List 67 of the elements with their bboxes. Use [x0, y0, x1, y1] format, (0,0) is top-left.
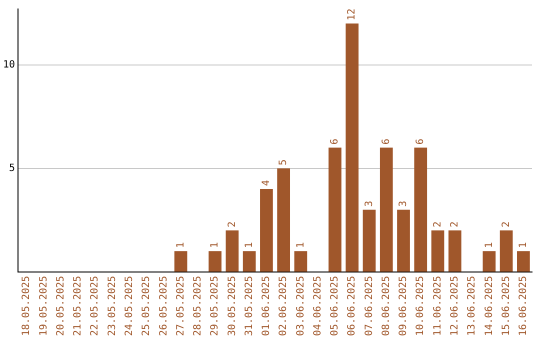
x-tick-label: 22.05.2025 [90, 276, 101, 336]
x-tick-label: 31.05.2025 [244, 276, 255, 336]
x-tick-label: 23.05.2025 [106, 276, 118, 336]
bar [277, 168, 290, 272]
data-label: 6 [380, 138, 392, 145]
bar [226, 230, 239, 272]
data-label: 1 [484, 242, 495, 248]
bar [414, 148, 428, 272]
data-label: 5 [278, 159, 290, 166]
y-tick-label: 10 [2, 59, 16, 70]
x-tick-label: 15.06.2025 [500, 276, 512, 336]
x-tick-label: 07.06.2025 [364, 276, 375, 336]
data-label: 1 [518, 242, 530, 248]
data-label: 4 [261, 180, 272, 186]
bar [208, 251, 222, 272]
x-tick-label: 19.05.2025 [38, 276, 50, 336]
data-label: 2 [226, 221, 238, 228]
x-tick-label: 05.06.2025 [330, 276, 341, 336]
x-tick-label: 25.05.2025 [141, 276, 152, 336]
bar [448, 230, 462, 272]
x-tick-label: 03.06.2025 [295, 276, 306, 336]
x-tick-label: 24.05.2025 [124, 276, 135, 336]
data-label: 3 [398, 200, 410, 207]
bar [500, 230, 513, 272]
x-tick-label: 18.05.2025 [21, 276, 32, 336]
data-label: 6 [330, 138, 341, 145]
x-tick-label: 11.06.2025 [432, 276, 444, 336]
data-label: 6 [415, 138, 426, 145]
x-tick-label: 27.05.2025 [175, 276, 186, 336]
bar [362, 210, 376, 272]
data-label: 1 [175, 242, 186, 248]
x-tick-label: 10.06.2025 [415, 276, 426, 336]
data-label: 1 [210, 242, 221, 248]
x-tick-label: 01.06.2025 [261, 276, 272, 336]
x-tick-label: 30.05.2025 [226, 276, 238, 336]
bar [482, 251, 496, 272]
bar [260, 189, 273, 272]
bar [380, 148, 393, 272]
bar [517, 251, 530, 272]
bar [294, 251, 308, 272]
data-label: 3 [364, 200, 375, 207]
bar [431, 230, 444, 272]
data-label: 2 [500, 221, 512, 228]
x-tick-label: 13.06.2025 [466, 276, 478, 336]
x-tick-label: 29.05.2025 [210, 276, 221, 336]
data-label: 2 [450, 221, 460, 228]
x-tick-label: 26.05.2025 [158, 276, 170, 336]
x-tick-label: 08.06.2025 [380, 276, 392, 336]
x-tick-label: 06.06.2025 [346, 276, 358, 336]
x-tick-label: 12.06.2025 [450, 276, 460, 336]
data-label: 1 [295, 242, 306, 248]
bar [242, 251, 256, 272]
bar [174, 251, 188, 272]
x-tick-label: 09.06.2025 [398, 276, 410, 336]
x-tick-label: 02.06.2025 [278, 276, 290, 336]
data-label: 12 [346, 8, 358, 20]
bar [397, 210, 410, 272]
x-tick-label: 16.06.2025 [518, 276, 530, 336]
x-tick-label: 04.06.2025 [312, 276, 324, 336]
x-tick-label: 20.05.2025 [55, 276, 66, 336]
x-tick-label: 14.06.2025 [484, 276, 495, 336]
x-tick-label: 21.05.2025 [72, 276, 84, 336]
bar [346, 23, 359, 272]
data-label: 2 [432, 221, 444, 228]
data-label: 1 [244, 242, 255, 248]
bar [328, 148, 342, 272]
x-tick-label: 28.05.2025 [192, 276, 204, 336]
